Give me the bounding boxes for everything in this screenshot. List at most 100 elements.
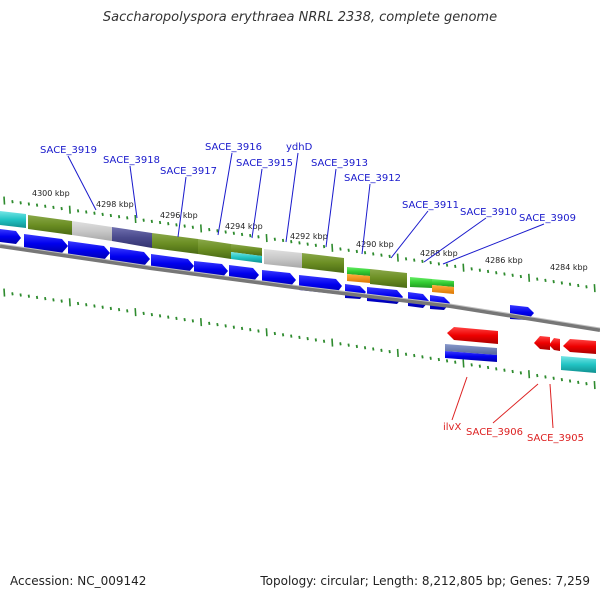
gene-label-ydhd[interactable]: ydhD bbox=[286, 142, 313, 153]
gene-arrow[interactable] bbox=[549, 338, 560, 351]
label-leader bbox=[251, 168, 263, 239]
minor-tick bbox=[208, 227, 211, 232]
minor-tick bbox=[60, 206, 63, 211]
minor-tick bbox=[486, 365, 490, 370]
gene-label-sace3912[interactable]: SACE_3912 bbox=[344, 173, 401, 184]
minor-tick bbox=[314, 243, 317, 247]
kbp-label: 4298 kbp bbox=[96, 200, 134, 209]
minor-tick bbox=[117, 215, 121, 219]
minor-tick bbox=[150, 312, 153, 317]
gene-label-sace3916[interactable]: SACE_3916 bbox=[205, 142, 262, 153]
minor-tick bbox=[544, 375, 547, 379]
minor-tick bbox=[216, 229, 219, 233]
reverse-genes bbox=[445, 327, 596, 373]
major-tick bbox=[331, 243, 334, 252]
outer-kbp-ticks bbox=[3, 196, 596, 293]
minor-tick bbox=[76, 301, 80, 306]
minor-tick bbox=[281, 333, 285, 337]
gene-arrow[interactable] bbox=[534, 336, 550, 350]
minor-tick bbox=[552, 280, 555, 284]
label-leader bbox=[361, 183, 371, 255]
minor-tick bbox=[347, 343, 350, 347]
gene-label-sace3919[interactable]: SACE_3919 bbox=[40, 145, 97, 156]
minor-tick bbox=[257, 329, 260, 333]
cog-block bbox=[347, 267, 370, 276]
minor-tick bbox=[404, 352, 408, 356]
minor-tick bbox=[429, 260, 432, 265]
major-tick bbox=[68, 205, 71, 214]
gene-label-sace3915[interactable]: SACE_3915 bbox=[236, 158, 293, 169]
major-tick bbox=[68, 298, 71, 307]
gene-label-ilvx[interactable]: ilvX bbox=[443, 422, 461, 433]
minor-tick bbox=[552, 376, 555, 380]
minor-tick bbox=[52, 298, 55, 302]
cog-block bbox=[445, 344, 497, 355]
minor-tick bbox=[11, 200, 14, 204]
minor-tick bbox=[183, 317, 186, 322]
label-leader bbox=[67, 155, 97, 211]
label-leader bbox=[423, 217, 487, 263]
minor-tick bbox=[191, 225, 194, 229]
minor-tick bbox=[388, 254, 391, 259]
inner-kbp-ticks bbox=[3, 288, 596, 390]
cog-block bbox=[112, 227, 152, 248]
gene-arrow[interactable] bbox=[24, 234, 68, 253]
cog-block bbox=[0, 211, 26, 228]
minor-tick bbox=[503, 272, 506, 276]
gene-arrow[interactable] bbox=[563, 339, 596, 354]
gene-label-sace3913[interactable]: SACE_3913 bbox=[311, 158, 368, 169]
minor-tick bbox=[495, 367, 498, 371]
minor-tick bbox=[470, 267, 473, 271]
gene-label-sace3918[interactable]: SACE_3918 bbox=[103, 155, 160, 166]
kbp-label: 4290 kbp bbox=[356, 240, 394, 249]
minor-tick bbox=[363, 346, 367, 350]
minor-tick bbox=[519, 371, 522, 375]
minor-tick bbox=[126, 309, 129, 313]
minor-tick bbox=[404, 257, 408, 261]
gene-label-sace3917[interactable]: SACE_3917 bbox=[160, 166, 217, 177]
minor-tick bbox=[101, 305, 104, 309]
minor-tick bbox=[158, 314, 162, 318]
major-tick bbox=[265, 328, 268, 337]
gene-arrow[interactable] bbox=[0, 229, 21, 244]
gene-label-sace3905[interactable]: SACE_3905 bbox=[527, 433, 584, 444]
gene-label-sace3909[interactable]: SACE_3909 bbox=[519, 213, 576, 224]
genome-summary-text: Topology: circular; Length: 8,212,805 bp… bbox=[260, 574, 590, 588]
minor-tick bbox=[298, 241, 301, 245]
cog-block bbox=[302, 253, 344, 273]
kbp-label: 4294 kbp bbox=[225, 222, 263, 231]
kbp-label: 4288 kbp bbox=[420, 249, 458, 258]
minor-tick bbox=[347, 248, 350, 252]
gene-label-sace3911[interactable]: SACE_3911 bbox=[402, 200, 459, 211]
gene-label-sace3910[interactable]: SACE_3910 bbox=[460, 207, 517, 218]
minor-tick bbox=[437, 262, 440, 266]
minor-tick bbox=[273, 331, 276, 336]
minor-tick bbox=[167, 315, 170, 319]
minor-tick bbox=[257, 235, 260, 239]
minor-tick bbox=[380, 348, 383, 352]
label-leader bbox=[285, 152, 299, 243]
minor-tick bbox=[167, 222, 170, 226]
minor-tick bbox=[585, 382, 588, 386]
major-tick bbox=[265, 233, 268, 243]
minor-tick bbox=[536, 373, 539, 378]
gene-arrow[interactable] bbox=[447, 327, 498, 344]
minor-tick bbox=[478, 268, 481, 272]
accession-text: Accession: NC_009142 bbox=[10, 574, 147, 588]
minor-tick bbox=[142, 218, 145, 222]
cog-block bbox=[198, 239, 231, 259]
minor-tick bbox=[183, 224, 186, 228]
forward-gene-labels: SACE_3919 SACE_3918 SACE_3917 SACE_3916 … bbox=[40, 142, 576, 265]
minor-tick bbox=[413, 258, 416, 262]
cog-block bbox=[152, 233, 198, 254]
minor-tick bbox=[445, 263, 449, 267]
minor-tick bbox=[511, 273, 514, 277]
major-tick bbox=[528, 370, 531, 379]
minor-tick bbox=[290, 334, 293, 338]
minor-tick bbox=[142, 311, 145, 316]
gene-label-sace3906[interactable]: SACE_3906 bbox=[466, 427, 523, 438]
cog-block bbox=[370, 269, 407, 288]
major-tick bbox=[3, 196, 6, 205]
kbp-label: 4286 kbp bbox=[485, 256, 523, 265]
